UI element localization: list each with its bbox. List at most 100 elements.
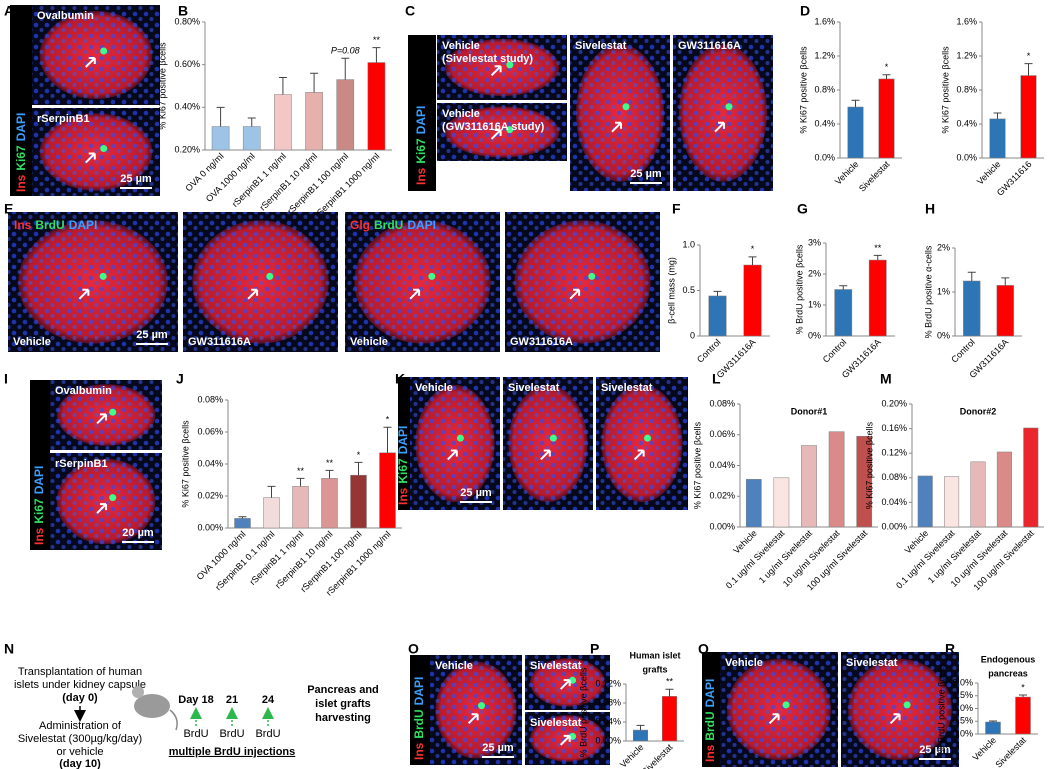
stain-name: DAPI (14, 113, 28, 142)
arrow (85, 152, 96, 164)
nuclei (8, 212, 178, 352)
nuclei (570, 35, 670, 191)
x-tick-label: Vehicle (975, 159, 1003, 187)
x-tick-label: Sivelestat (640, 742, 675, 769)
y-axis-label: % Ki67 positive βcells (864, 421, 874, 509)
proliferating-cell (903, 701, 911, 709)
stain-name: Ins (396, 487, 410, 505)
bar (743, 264, 762, 337)
bar (263, 497, 280, 529)
panel-letter: E (4, 201, 13, 217)
y-tick-label: 0.06% (197, 426, 223, 436)
proliferating-cell (109, 494, 117, 502)
stain-name: DAPI (412, 677, 426, 706)
schematic-day: (day 0) (62, 692, 98, 704)
error-bar (636, 724, 645, 731)
bar (662, 696, 677, 742)
significance-label: ** (666, 677, 674, 687)
nuclei (410, 377, 500, 510)
nuclei (50, 453, 162, 550)
tile-label: Ovalbumin (37, 10, 94, 22)
panel-letter: H (925, 201, 935, 217)
error-bar (665, 688, 674, 697)
error-bar (851, 99, 860, 107)
x-tick-label: rSerpinB1 1 ng/ml (230, 151, 288, 209)
bar (996, 451, 1012, 528)
y-axis-label: % Ki67 positive βcells (180, 420, 190, 508)
bar (708, 295, 727, 337)
schematic-text: Pancreas and (307, 684, 379, 696)
x-tick-label: Vehicle (833, 159, 861, 187)
bar (868, 259, 887, 337)
schematic-day: 21 (226, 694, 238, 706)
stain-label: Ins BrdU DAPI (703, 679, 717, 762)
significance-label: ** (373, 35, 381, 45)
panel-letter: R (945, 641, 955, 657)
chart-title: pancreas (988, 668, 1028, 678)
significance-label: * (386, 415, 390, 425)
stain-name: DAPI (407, 218, 436, 232)
stain-name: Ins (32, 527, 46, 545)
y-tick-label: 0.02% (709, 491, 735, 501)
arrow (85, 57, 96, 68)
bar (242, 126, 261, 151)
arrow (633, 449, 645, 461)
x-tick-label: rSerpinB1 1 ng/ml (248, 529, 306, 587)
bar (878, 78, 895, 159)
stain-name: DAPI (69, 218, 98, 232)
chart-title: Human islet (629, 650, 680, 660)
bar (985, 721, 1001, 735)
mouse-tail (169, 709, 178, 731)
y-tick-label: 0.08% (197, 394, 223, 404)
stain-name: BrdU (703, 711, 717, 740)
arrow (96, 413, 108, 425)
y-axis-label: % Ki67 positive βcells (692, 421, 702, 509)
nuclei (345, 212, 500, 352)
tile-label: Sivelestat (530, 660, 582, 672)
y-tick-label: 1.2% (814, 50, 835, 60)
proliferating-cell (478, 702, 486, 710)
proliferating-cell (569, 676, 577, 684)
bar (801, 445, 817, 528)
y-axis-label: % BrdU positive βcells (578, 667, 588, 757)
scale-label: 25 µm (630, 168, 662, 180)
stain-name: BrdU (374, 218, 403, 232)
y-tick-label: 0.00% (595, 735, 621, 745)
panel-letter: O (408, 641, 419, 657)
y-tick-label: 0.40% (174, 102, 200, 112)
significance-label: ** (326, 458, 334, 468)
tile-label: Vehicle (442, 108, 480, 120)
stain-label: Ins Ki67 DAPI (414, 106, 428, 185)
bar (970, 461, 986, 528)
error-bar (354, 461, 363, 476)
stain-name: DAPI (32, 466, 46, 495)
panel-letter: F (672, 201, 681, 217)
bar (367, 62, 386, 151)
stain-bar (398, 377, 410, 510)
x-tick-label: rSerpinB1 10 ng/ml (258, 151, 320, 213)
error-bar (882, 74, 891, 79)
y-tick-label: 0.00% (881, 521, 907, 531)
arrow (247, 288, 259, 300)
y-tick-label: 0.20% (174, 144, 200, 154)
error-bar (967, 271, 976, 281)
proliferating-cell (99, 272, 107, 280)
y-axis-label: % Ki67 positive βcells (157, 42, 167, 130)
error-bar (296, 477, 305, 487)
chart-title: Donor#2 (960, 406, 997, 416)
schematic-text: islet grafts (315, 698, 371, 710)
y-tick-label: 0.06% (709, 429, 735, 439)
bar (234, 518, 251, 529)
significance-label: * (751, 244, 755, 254)
y-axis-label: % Ki67 positive βcells (798, 46, 808, 134)
y-tick-label: 0.12% (881, 448, 907, 458)
panel-letter: G (797, 201, 808, 217)
bar (856, 436, 873, 528)
tile-label: Vehicle (725, 657, 763, 669)
tile-label: Vehicle (350, 336, 388, 348)
arrow (96, 503, 108, 514)
x-tick-label: Control (821, 337, 849, 365)
stain-bar (408, 35, 436, 191)
stain-bar (702, 652, 720, 767)
y-tick-label: 0.0% (956, 152, 977, 162)
